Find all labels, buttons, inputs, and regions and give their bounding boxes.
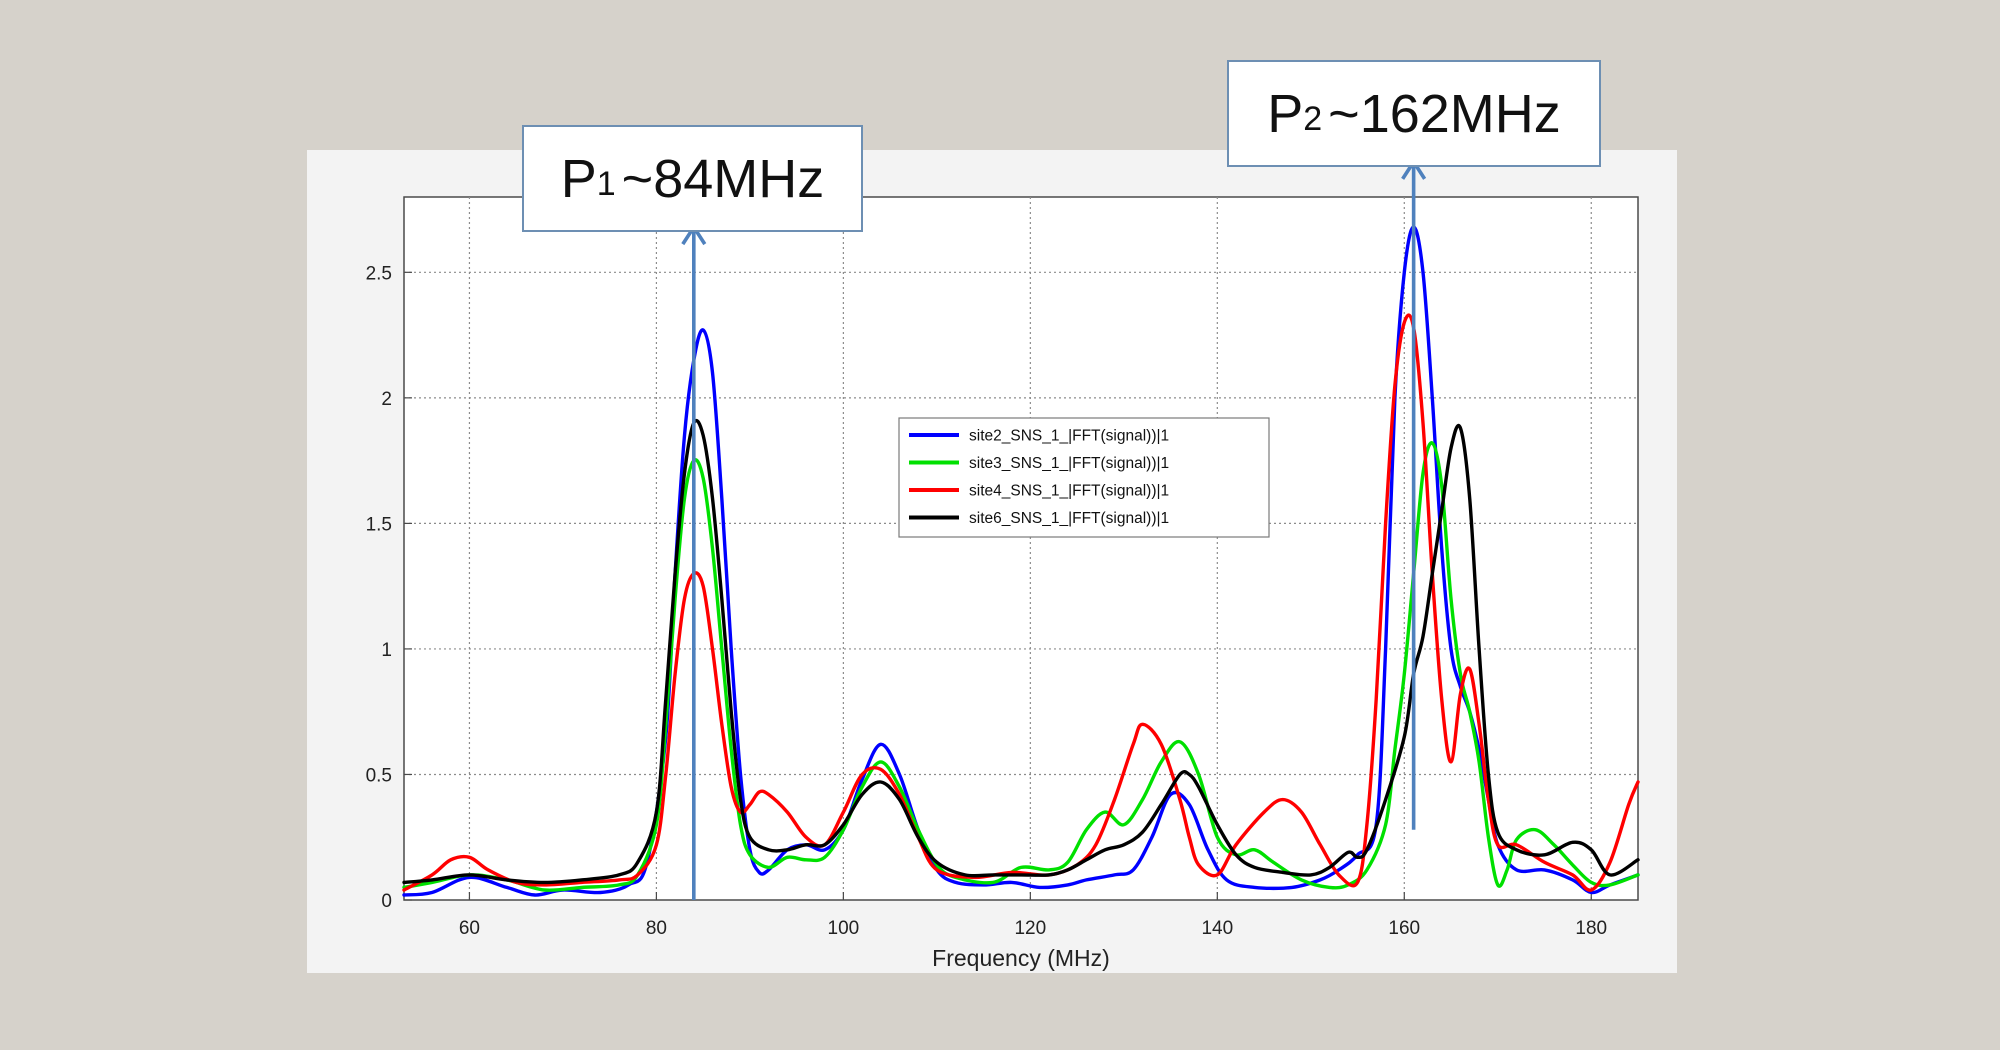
annotation-arrows — [681, 158, 1427, 900]
x-tick-label: 160 — [1388, 918, 1420, 939]
y-tick-label: 0.5 — [366, 765, 392, 786]
series-line-1 — [402, 225, 1640, 897]
x-tick-label: 140 — [1201, 918, 1233, 939]
series-line-2 — [402, 441, 1640, 892]
annotation-p1-callout: P 1 ~84MHz — [522, 125, 863, 232]
p2-subscript: 2 — [1303, 100, 1323, 138]
y-tick-label: 0 — [381, 891, 392, 912]
p2-frequency: ~162MHz — [1328, 83, 1561, 144]
legend-entry-label: site2_SNS_1_|FFT(signal))|1 — [969, 428, 1169, 445]
grid — [404, 197, 1638, 900]
y-tick-label: 1.5 — [366, 514, 392, 535]
legend-entry-label: site6_SNS_1_|FFT(signal))|1 — [969, 510, 1169, 527]
series-line-3 — [402, 313, 1640, 892]
x-tick-label: 100 — [828, 918, 860, 939]
legend-entry-label: site3_SNS_1_|FFT(signal))|1 — [969, 455, 1169, 472]
y-axis: 0 0.5 1 1.5 2 2.5 — [366, 263, 412, 912]
y-tick-label: 1 — [381, 640, 392, 661]
legend-box — [898, 417, 1270, 538]
y-tick-label: 2 — [381, 389, 392, 410]
p1-letter: P — [560, 148, 597, 209]
plot-area — [403, 196, 1639, 901]
x-tick-label: 120 — [1014, 918, 1046, 939]
legend-entry-label: site4_SNS_1_|FFT(signal))|1 — [969, 483, 1169, 500]
p1-subscript: 1 — [596, 165, 616, 203]
x-axis: 60 80 100 120 140 160 180 — [459, 892, 1607, 939]
p1-frequency: ~84MHz — [621, 148, 825, 209]
x-axis-label: Frequency (MHz) — [932, 945, 1110, 971]
series-lines — [402, 225, 1640, 897]
legend: site2_SNS_1_|FFT(signal))|1 site3_SNS_1_|… — [898, 417, 1270, 538]
p2-letter: P — [1267, 83, 1304, 144]
series-line-4 — [402, 418, 1640, 885]
y-tick-label: 2.5 — [366, 263, 392, 284]
x-tick-label: 80 — [646, 918, 667, 939]
x-tick-label: 180 — [1575, 918, 1607, 939]
annotation-p2-callout: P 2 ~162MHz — [1227, 60, 1601, 167]
x-tick-label: 60 — [459, 918, 480, 939]
